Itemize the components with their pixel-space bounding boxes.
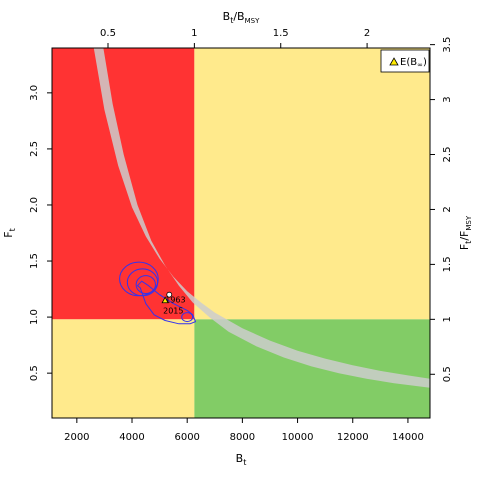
zone-red bbox=[52, 48, 195, 320]
xt-title-main2: B bbox=[237, 10, 245, 23]
y-title-sub: t bbox=[8, 228, 17, 231]
yr-title-main2: F bbox=[458, 231, 471, 237]
yr-title-div: / bbox=[458, 237, 471, 241]
x-tick-label-3: 8000 bbox=[230, 432, 255, 443]
xt-tick-label-3: 2 bbox=[364, 28, 370, 39]
x-axis-top: 0.5 1 1.5 2 bbox=[100, 28, 370, 48]
yr-tick-label-5: 3 bbox=[442, 96, 453, 102]
x-tick-label-6: 14000 bbox=[392, 432, 424, 443]
y-tick-label-1: 1.0 bbox=[29, 309, 40, 325]
legend-box bbox=[380, 49, 430, 73]
point-label-1963: 1963 bbox=[165, 296, 185, 305]
yr-tick-label-3: 2 bbox=[442, 206, 453, 212]
yr-title-sub: t bbox=[464, 241, 473, 244]
y-tick-label-0: 0.5 bbox=[29, 365, 40, 381]
contour-small bbox=[181, 312, 194, 323]
zone-green bbox=[194, 319, 430, 418]
legend: E(B∞) bbox=[380, 49, 430, 73]
y-tick-label-3: 2.0 bbox=[29, 197, 40, 213]
y-tick-label-2: 1.5 bbox=[29, 253, 40, 269]
yr-tick-label-6: 3.5 bbox=[442, 37, 453, 53]
contour-outer bbox=[137, 280, 196, 325]
x-title-main: B bbox=[236, 452, 244, 465]
x-title-sub: t bbox=[243, 458, 246, 467]
x-tick-label-2: 6000 bbox=[174, 432, 199, 443]
contour-group bbox=[119, 261, 196, 325]
xt-tick-label-2: 1.5 bbox=[273, 28, 289, 39]
contour-2 bbox=[135, 275, 156, 295]
yr-tick-label-0: 0.5 bbox=[442, 366, 453, 382]
xt-tick-label-1: 1 bbox=[191, 28, 197, 39]
y-right-axis-title: Ft/FMSY bbox=[458, 215, 473, 250]
zone-yellow-top-right bbox=[194, 48, 430, 320]
yr-tick-label-4: 2.5 bbox=[442, 147, 453, 163]
y-tick-label-4: 2.5 bbox=[29, 141, 40, 157]
y-axis-left: 0.5 1.0 1.5 2.0 2.5 3.0 bbox=[29, 85, 52, 381]
xt-title-sub2: MSY bbox=[245, 17, 260, 25]
x-tick-label-0: 2000 bbox=[64, 432, 89, 443]
legend-triangle-icon bbox=[389, 57, 399, 66]
x-axis-bottom: 2000 4000 6000 8000 10000 12000 14000 bbox=[64, 418, 424, 443]
xt-title-sub: t bbox=[230, 16, 233, 25]
xt-tick-label-0: 0.5 bbox=[100, 28, 116, 39]
yr-title-sub2: MSY bbox=[465, 215, 473, 230]
xt-title-main: B bbox=[223, 10, 231, 23]
xt-title-div: / bbox=[233, 10, 237, 23]
legend-label-end: ) bbox=[423, 57, 427, 68]
legend-label-main: E(B bbox=[400, 57, 417, 68]
legend-label: E(B∞) bbox=[400, 57, 427, 69]
legend-label-sub: ∞ bbox=[417, 61, 423, 69]
y-axis-right: 0.5 1 1.5 2 2.5 3 3.5 bbox=[430, 37, 453, 382]
yr-title-main: F bbox=[458, 244, 471, 250]
x-tick-label-1: 4000 bbox=[119, 432, 144, 443]
x-top-axis-title: Bt/BMSY bbox=[223, 10, 260, 25]
point-2015 bbox=[161, 296, 169, 304]
zone-yellow-bottom-left bbox=[52, 319, 195, 418]
x-axis-title: Bt bbox=[236, 452, 247, 467]
x-tick-label-5: 12000 bbox=[337, 432, 369, 443]
plot-frame bbox=[51, 47, 431, 419]
point-1963 bbox=[166, 291, 173, 298]
yr-tick-label-2: 1.5 bbox=[442, 256, 453, 272]
y-title-main: F bbox=[2, 231, 15, 237]
y-axis-title: Ft bbox=[2, 228, 17, 237]
point-label-2015: 2015 bbox=[163, 306, 183, 315]
y-tick-label-5: 3.0 bbox=[29, 85, 40, 101]
x-tick-label-4: 10000 bbox=[282, 432, 314, 443]
contour-3 bbox=[126, 268, 159, 297]
yr-tick-label-1: 1 bbox=[442, 316, 453, 322]
